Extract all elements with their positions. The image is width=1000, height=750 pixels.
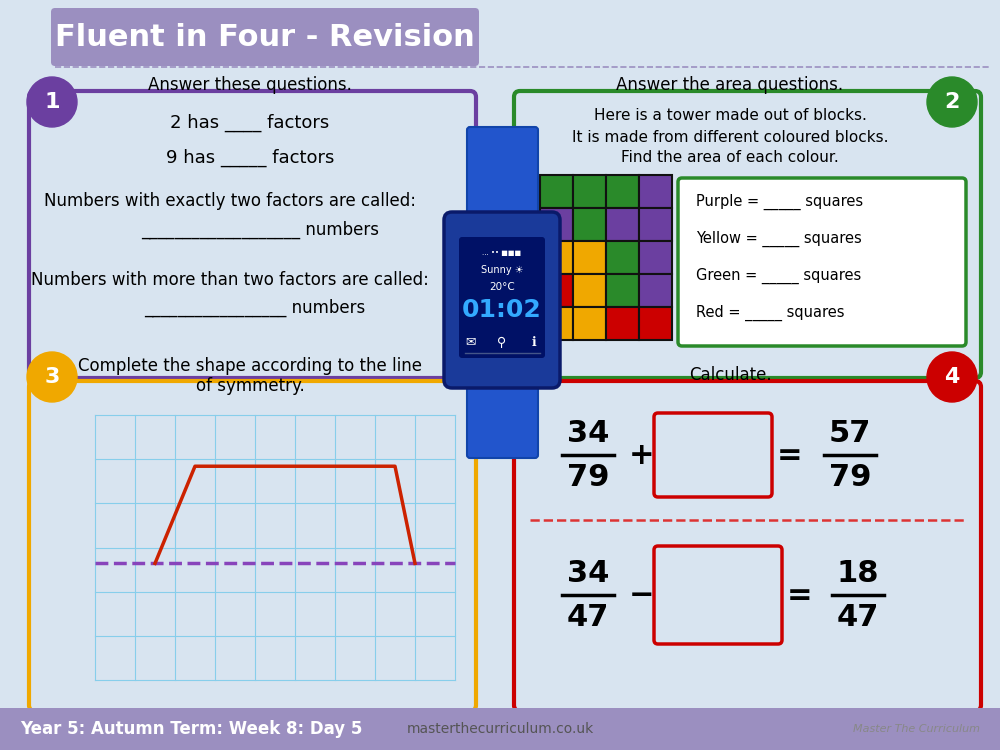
Text: −: −: [629, 580, 655, 610]
Text: Calculate.: Calculate.: [689, 366, 771, 384]
Circle shape: [927, 77, 977, 127]
Bar: [540, 175, 573, 208]
Bar: [639, 208, 672, 241]
Text: Complete the shape according to the line: Complete the shape according to the line: [78, 357, 422, 375]
Text: _________________ numbers: _________________ numbers: [144, 298, 366, 317]
Text: 79: 79: [829, 463, 871, 491]
Text: +: +: [629, 440, 655, 470]
Bar: [639, 241, 672, 274]
Text: 2: 2: [944, 92, 960, 112]
Bar: [606, 307, 639, 340]
Text: 34: 34: [567, 559, 609, 587]
Text: 57: 57: [829, 419, 871, 448]
Text: 3: 3: [44, 367, 60, 387]
FancyBboxPatch shape: [459, 237, 545, 358]
Bar: [573, 241, 606, 274]
Text: Green = _____ squares: Green = _____ squares: [696, 268, 861, 284]
Text: Fluent in Four - Revision: Fluent in Four - Revision: [55, 22, 475, 52]
Text: Red = _____ squares: Red = _____ squares: [696, 305, 844, 321]
Text: 1: 1: [44, 92, 60, 112]
Text: ___________________ numbers: ___________________ numbers: [141, 220, 379, 239]
Text: Here is a tower made out of blocks.: Here is a tower made out of blocks.: [594, 109, 866, 124]
Text: 9 has _____ factors: 9 has _____ factors: [166, 148, 334, 167]
Text: 79: 79: [567, 463, 609, 491]
Bar: [606, 241, 639, 274]
Bar: [606, 274, 639, 307]
Text: Answer these questions.: Answer these questions.: [148, 76, 352, 94]
Text: Purple = _____ squares: Purple = _____ squares: [696, 194, 863, 210]
Text: 47: 47: [837, 602, 879, 632]
Circle shape: [27, 77, 77, 127]
Text: 47: 47: [567, 602, 609, 632]
Text: ✉: ✉: [465, 335, 475, 349]
Text: Find the area of each colour.: Find the area of each colour.: [621, 151, 839, 166]
Circle shape: [27, 352, 77, 402]
Text: =: =: [777, 440, 803, 470]
Text: masterthecurriculum.co.uk: masterthecurriculum.co.uk: [406, 722, 594, 736]
FancyBboxPatch shape: [467, 127, 538, 263]
Text: Yellow = _____ squares: Yellow = _____ squares: [696, 231, 862, 247]
Text: 34: 34: [567, 419, 609, 448]
Text: ℹ: ℹ: [532, 335, 536, 349]
Bar: [573, 274, 606, 307]
Text: Numbers with more than two factors are called:: Numbers with more than two factors are c…: [31, 271, 429, 289]
FancyBboxPatch shape: [678, 178, 966, 346]
FancyBboxPatch shape: [654, 546, 782, 644]
Text: 01:02: 01:02: [462, 298, 542, 322]
Bar: [606, 208, 639, 241]
Bar: [639, 274, 672, 307]
Bar: [540, 307, 573, 340]
FancyBboxPatch shape: [51, 8, 479, 66]
Text: Answer the area questions.: Answer the area questions.: [616, 76, 844, 94]
Text: 2 has ____ factors: 2 has ____ factors: [170, 114, 330, 132]
Text: ... •• ■■■: ... •• ■■■: [482, 250, 522, 256]
Text: Numbers with exactly two factors are called:: Numbers with exactly two factors are cal…: [44, 192, 416, 210]
Text: 18: 18: [837, 559, 879, 587]
FancyBboxPatch shape: [467, 322, 538, 458]
Text: =: =: [787, 580, 813, 610]
Bar: [639, 175, 672, 208]
FancyBboxPatch shape: [514, 91, 981, 378]
Text: It is made from different coloured blocks.: It is made from different coloured block…: [572, 130, 888, 145]
Bar: [540, 208, 573, 241]
Bar: [573, 208, 606, 241]
FancyBboxPatch shape: [444, 212, 560, 388]
Bar: [639, 307, 672, 340]
Text: Master The Curriculum: Master The Curriculum: [853, 724, 980, 734]
Text: of symmetry.: of symmetry.: [196, 377, 304, 395]
Bar: [0, 708, 1000, 750]
Bar: [540, 241, 573, 274]
FancyBboxPatch shape: [654, 413, 772, 497]
Bar: [540, 274, 573, 307]
Text: Sunny ☀: Sunny ☀: [481, 265, 523, 275]
FancyBboxPatch shape: [29, 381, 476, 711]
Circle shape: [927, 352, 977, 402]
Text: ⚲: ⚲: [497, 335, 507, 349]
Text: Year 5: Autumn Term: Week 8: Day 5: Year 5: Autumn Term: Week 8: Day 5: [20, 720, 362, 738]
FancyBboxPatch shape: [514, 381, 981, 711]
Bar: [573, 175, 606, 208]
Bar: [573, 307, 606, 340]
FancyBboxPatch shape: [29, 91, 476, 378]
Text: 4: 4: [944, 367, 960, 387]
Bar: [606, 175, 639, 208]
Text: 20°C: 20°C: [489, 282, 515, 292]
